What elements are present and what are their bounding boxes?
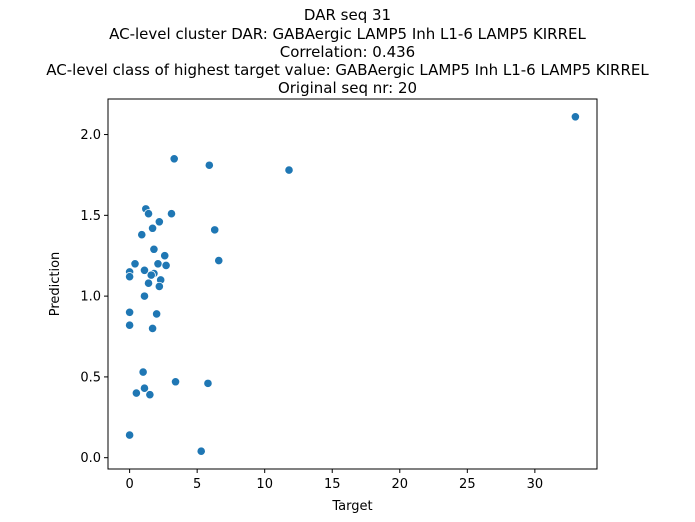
chart-title-line-3: Correlation: 0.436 xyxy=(279,43,416,61)
chart-title-line-1: DAR seq 31 xyxy=(303,6,392,24)
x-tick-label-0: 0 xyxy=(125,477,133,492)
data-point-31 xyxy=(170,377,181,387)
data-point-37 xyxy=(196,446,206,456)
data-point-27 xyxy=(152,309,162,319)
data-point-32 xyxy=(203,378,213,388)
x-tick-label-1: 5 xyxy=(193,477,201,492)
data-point-29 xyxy=(147,323,158,334)
data-point-21 xyxy=(125,272,135,282)
x-tick-label-4: 20 xyxy=(392,477,409,492)
chart-title-line-4: AC-level class of highest target value: … xyxy=(46,61,649,79)
y-ticks: 0.0 0.5 1.0 1.5 2.0 xyxy=(80,128,108,466)
data-point-9 xyxy=(210,225,220,235)
x-ticks: 0 5 10 15 20 25 30 xyxy=(125,469,543,492)
data-point-2 xyxy=(204,160,214,170)
x-tick-label-2: 10 xyxy=(256,477,273,492)
y-tick-label-4: 2.0 xyxy=(80,128,101,143)
points-layer xyxy=(125,112,580,456)
x-tick-label-3: 15 xyxy=(324,477,341,492)
data-point-30 xyxy=(138,367,148,377)
data-point-12 xyxy=(160,251,170,261)
data-point-20 xyxy=(146,270,156,280)
x-tick-label-5: 25 xyxy=(459,477,476,492)
data-point-23 xyxy=(143,278,154,288)
x-tick-label-6: 30 xyxy=(527,477,544,492)
axes-frame xyxy=(107,98,598,470)
data-point-28 xyxy=(125,320,135,330)
data-point-33 xyxy=(139,383,150,393)
y-tick-label-2: 1.0 xyxy=(80,290,101,305)
data-point-10 xyxy=(137,230,147,240)
y-axis-label: Prediction xyxy=(48,252,63,317)
y-tick-label-1: 0.5 xyxy=(80,370,101,385)
data-point-25 xyxy=(139,291,150,301)
data-point-17 xyxy=(139,265,150,275)
data-point-0 xyxy=(570,112,580,122)
y-tick-label-3: 1.5 xyxy=(80,209,101,224)
data-point-24 xyxy=(154,281,164,292)
data-point-26 xyxy=(125,307,135,317)
chart-title-line-5: Original seq nr: 20 xyxy=(277,79,418,97)
data-point-11 xyxy=(149,244,159,254)
data-point-7 xyxy=(154,217,164,227)
data-point-36 xyxy=(125,430,135,440)
data-point-13 xyxy=(214,255,224,266)
data-point-16 xyxy=(161,260,171,271)
chart-title-line-2: AC-level cluster DAR: GABAergic LAMP5 In… xyxy=(109,25,586,43)
x-axis-label: Target xyxy=(331,499,372,514)
y-tick-label-0: 0.0 xyxy=(80,451,101,466)
data-point-34 xyxy=(131,388,141,398)
data-point-35 xyxy=(145,390,155,400)
data-point-15 xyxy=(153,259,163,269)
data-point-3 xyxy=(284,165,294,175)
data-point-6 xyxy=(166,209,177,219)
data-point-5 xyxy=(143,209,154,219)
data-point-1 xyxy=(169,154,179,164)
data-point-8 xyxy=(147,223,158,233)
data-point-14 xyxy=(130,259,140,269)
